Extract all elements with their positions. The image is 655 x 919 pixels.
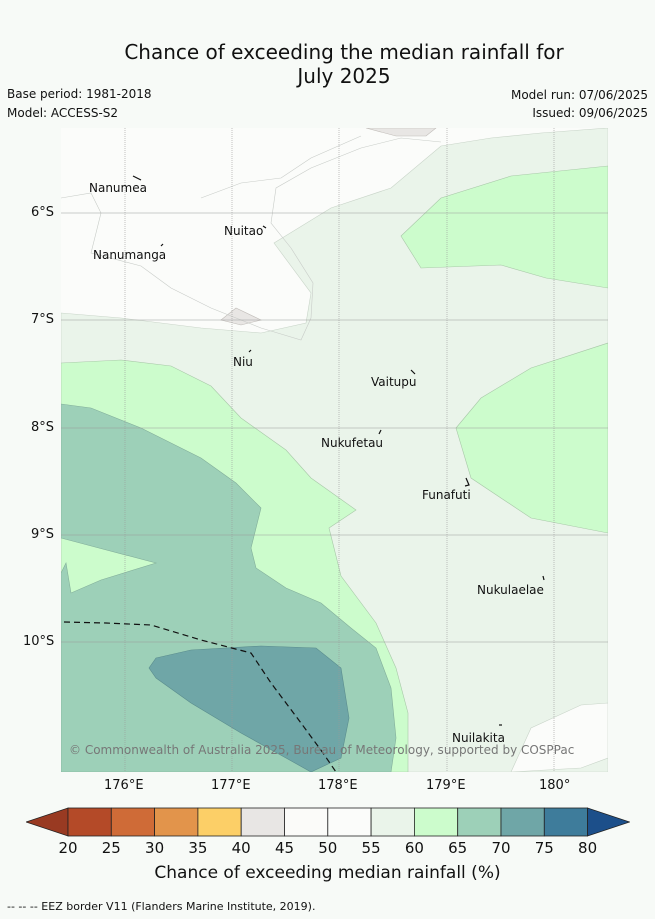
- lon-label-176e: 176°E: [104, 778, 144, 793]
- title-line-2: July 2025: [297, 64, 391, 88]
- zone-70-75: [148, 645, 350, 772]
- colorbar-segment: [154, 807, 199, 837]
- colorbar-segment: [457, 807, 502, 837]
- place-niu: Niu: [233, 355, 253, 369]
- colorbar-segment: [197, 807, 242, 837]
- place-funafuti: Funafuti: [422, 488, 471, 502]
- contour-line-50: [61, 137, 442, 341]
- title-line-1: Chance of exceeding the median rainfall …: [124, 40, 564, 64]
- colorbar-tick-label: 60: [404, 839, 424, 857]
- lon-label-180: 180°: [539, 778, 571, 793]
- island-niu: [248, 349, 252, 353]
- colorbar-tick-label: 65: [448, 839, 468, 857]
- island-nanumea: [132, 175, 142, 181]
- zone-60-65-east-mid: [455, 342, 608, 534]
- lat-label-9s: 9°S: [31, 527, 55, 542]
- island-nuitao: [262, 225, 267, 229]
- map-title: Chance of exceeding the median rainfall …: [0, 40, 655, 88]
- colorbar-segment: [500, 807, 545, 837]
- copyright-notice: © Commonwealth of Australia 2025, Bureau…: [69, 743, 574, 757]
- island-nukulaelae: [542, 575, 545, 581]
- contour-line-50b: [200, 135, 362, 199]
- lat-label-7s: 7°S: [31, 312, 55, 327]
- island-nukufetau: [378, 429, 382, 435]
- place-nanumanga: Nanumanga: [93, 248, 166, 262]
- island-nanumanga: [160, 243, 164, 247]
- colorbar-tick-label: 50: [318, 839, 338, 857]
- colorbar-segment: [370, 807, 415, 837]
- graticule: [61, 128, 608, 772]
- colorbar-segment: [284, 807, 329, 837]
- colorbar-tick-label: 30: [145, 839, 165, 857]
- place-nuitao: Nuitao: [224, 224, 263, 238]
- lat-label-10s: 10°S: [23, 634, 55, 649]
- rainfall-map: Nanumea Nuitao Nanumanga Niu Vaitupu Nuk…: [61, 128, 608, 772]
- colorbar-under-arrow: [26, 807, 69, 837]
- map-area: Nanumea Nuitao Nanumanga Niu Vaitupu Nuk…: [61, 128, 608, 772]
- lat-label-8s: 8°S: [31, 420, 55, 435]
- lat-label-6s: 6°S: [31, 205, 55, 220]
- colorbar-tick-label: 55: [361, 839, 381, 857]
- colorbar-tick-label: 25: [101, 839, 121, 857]
- colorbar-tick-label: 80: [578, 839, 598, 857]
- base-period: Base period: 1981-2018: [7, 87, 152, 101]
- colorbar-tick-label: 20: [58, 839, 78, 857]
- colorbar-segment: [67, 807, 112, 837]
- zone-50-55-southeast: [510, 702, 608, 772]
- lon-label-178e: 178°E: [318, 778, 358, 793]
- model-name: Model: ACCESS-S2: [7, 106, 119, 120]
- colorbar-segment: [327, 807, 372, 837]
- issued-date: Issued: 09/06/2025: [532, 106, 648, 120]
- colorbar-tick-label: 70: [491, 839, 511, 857]
- zone-40-45-patch-2: [365, 128, 437, 137]
- colorbar-tick-label: 45: [274, 839, 295, 857]
- colorbar-label: Chance of exceeding median rainfall (%): [154, 863, 501, 883]
- island-vaitupu: [410, 369, 416, 375]
- island-funafuti: [464, 477, 470, 487]
- colorbar-segment: [110, 807, 156, 837]
- eez-footnote: -- -- -- EEZ border V11 (Flanders Marine…: [7, 900, 316, 913]
- lon-label-179e: 179°E: [426, 778, 466, 793]
- colorbar-tick-label: 40: [231, 839, 251, 857]
- eez-border: [63, 621, 337, 772]
- place-nanumea: Nanumea: [89, 181, 147, 195]
- place-vaitupu: Vaitupu: [371, 375, 417, 389]
- colorbar-segment: [543, 807, 588, 837]
- colorbar: [26, 807, 630, 837]
- colorbar-over-arrow: [587, 807, 630, 837]
- islands: [132, 175, 545, 726]
- model-run: Model run: 07/06/2025: [510, 88, 648, 102]
- colorbar-segment: [413, 807, 459, 837]
- place-nukulaelae: Nukulaelae: [477, 583, 544, 597]
- colorbar-tick-label: 75: [534, 839, 554, 857]
- place-nukufetau: Nukufetau: [321, 436, 383, 450]
- colorbar-segment: [240, 807, 285, 837]
- place-nuilakita: Nuilakita: [452, 731, 505, 745]
- zone-60-65-east-north: [400, 165, 608, 289]
- lon-label-177e: 177°E: [211, 778, 251, 793]
- colorbar-tick-label: 35: [188, 839, 208, 857]
